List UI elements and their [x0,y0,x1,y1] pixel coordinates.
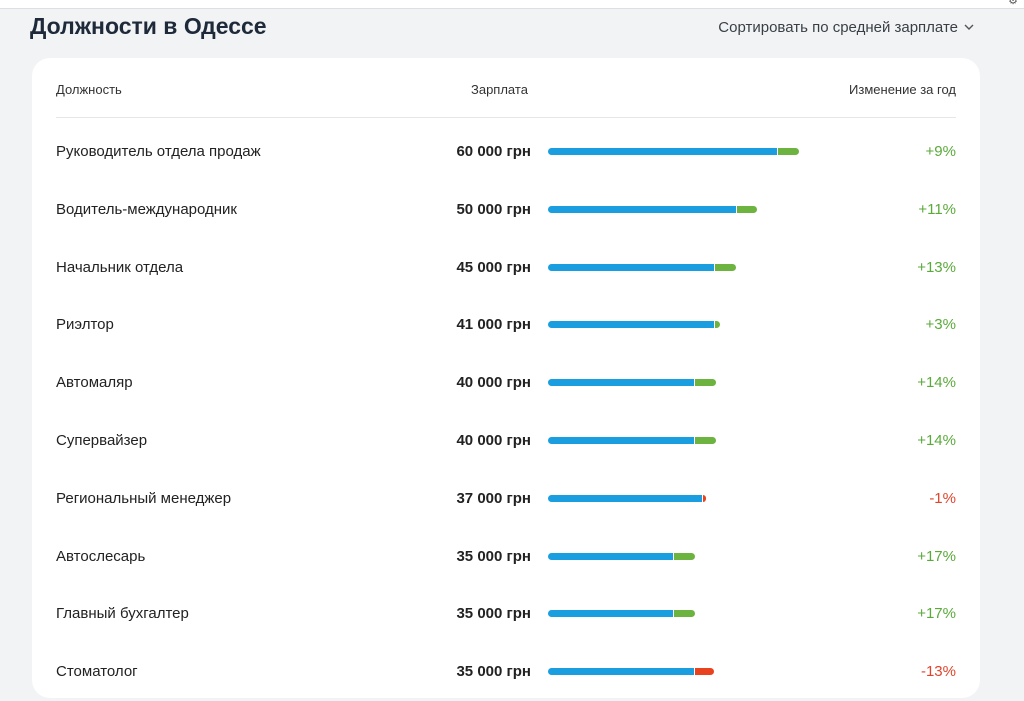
table-row[interactable]: Автомаляр 40 000 грн +14% [56,354,956,412]
salary-bar-base [548,379,695,387]
job-title[interactable]: Стоматолог [56,663,138,681]
year-change: +14% [917,374,956,392]
salary-bar-base [548,610,673,618]
table-row[interactable]: Водитель-международник 50 000 грн +11% [56,181,956,239]
salary-bar [548,552,695,560]
job-title[interactable]: Региональный менеджер [56,489,232,507]
salary-bar [548,379,716,387]
job-title[interactable]: Автослесарь [56,547,146,565]
salary-bar-base [548,494,703,502]
salary-value: 41 000 грн [456,316,531,334]
job-title[interactable]: Водитель-международник [56,200,237,218]
table-row[interactable]: Руководитель отдела продаж 60 000 грн +9% [56,123,956,181]
header-salary: Зарплата [471,82,528,97]
chevron-down-icon [964,22,974,34]
salary-bar-increase [673,610,695,618]
salary-bar-increase [695,379,716,387]
salary-bar [548,436,716,444]
salary-bar-base [548,148,778,155]
salary-bar-increase [695,436,716,444]
job-title[interactable]: Руководитель отдела продаж [56,143,261,160]
table-row[interactable]: Главный бухгалтер 35 000 грн +17% [56,585,956,643]
settings-icon: ⚙ [1008,0,1018,7]
salary-value: 40 000 грн [456,374,531,392]
header-position: Должность [56,82,122,97]
salary-bar-increase [778,148,799,155]
salary-bar-base [548,668,694,676]
job-title[interactable]: Супервайзер [56,431,148,449]
job-title[interactable]: Главный бухгалтер [56,605,189,623]
salary-bar-decrease [694,668,714,676]
year-change: +17% [917,605,956,623]
salary-bar [548,494,707,502]
salary-value: 35 000 грн [456,663,531,681]
salary-value: 50 000 грн [456,200,531,218]
job-title[interactable]: Начальник отдела [56,258,184,276]
salary-bar [548,668,714,676]
job-title[interactable]: Риэлтор [56,316,114,334]
salary-bar-base [548,321,714,329]
year-change: -13% [920,663,956,681]
job-title[interactable]: Автомаляр [56,374,133,392]
salary-bar-increase [714,263,737,271]
sort-dropdown[interactable]: Сортировать по средней зарплате [718,19,974,36]
salary-value: 37 000 грн [456,489,531,507]
salary-value: 45 000 грн [456,258,531,276]
salary-bar [548,205,758,213]
salary-bar [548,610,695,618]
table-row[interactable]: Начальник отдела 45 000 грн +13% [56,239,956,297]
header-change: Изменение за год [849,82,956,97]
sort-dropdown-label: Сортировать по средней зарплате [718,19,958,36]
salary-bar-increase [736,205,758,213]
table-row[interactable]: Автослесарь 35 000 грн +17% [56,528,956,586]
table-body: Руководитель отдела продаж 60 000 грн +9% В… [56,123,956,701]
salary-value: 40 000 грн [456,431,531,449]
salary-table-card: Должность Зарплата Изменение за год Руко… [32,58,980,698]
salary-bar [548,321,720,329]
salary-bar [548,148,799,155]
salary-bar [548,263,737,271]
salary-bar-decrease [703,494,707,502]
salary-value: 60 000 грн [456,143,531,160]
year-change: +11% [918,200,956,218]
salary-value: 35 000 грн [456,605,531,623]
table-row[interactable]: Стоматолог 35 000 грн -13% [56,643,956,701]
year-change: +17% [917,547,956,565]
table-row[interactable]: Региональный менеджер 37 000 грн -1% [56,470,956,528]
salary-value: 35 000 грн [456,547,531,565]
table-row[interactable]: Супервайзер 40 000 грн +14% [56,412,956,470]
table-header: Должность Зарплата Изменение за год [56,58,956,118]
salary-bar-base [548,205,736,213]
browser-top-strip: ⚙ [0,0,1024,9]
salary-bar-base [548,263,714,271]
page-title: Должности в Одессе [30,13,267,39]
year-change: +13% [917,258,956,276]
table-row[interactable]: Риэлтор 41 000 грн +3% [56,296,956,354]
salary-bar-base [548,552,673,560]
year-change: +14% [917,431,956,449]
year-change: +9% [925,143,956,160]
year-change: -1% [929,489,956,507]
salary-bar-increase [673,552,695,560]
year-change: +3% [925,316,956,334]
salary-bar-increase [714,321,720,329]
salary-bar-base [548,436,695,444]
